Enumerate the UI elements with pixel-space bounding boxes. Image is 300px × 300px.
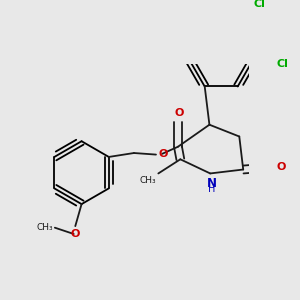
Text: O: O [158,149,168,159]
Text: O: O [70,229,80,239]
Text: O: O [276,162,286,172]
Text: N: N [207,177,217,190]
Text: H: H [208,184,215,194]
Text: CH₃: CH₃ [139,176,156,185]
Text: CH₃: CH₃ [37,223,53,232]
Text: Cl: Cl [254,0,265,9]
Text: O: O [174,108,184,118]
Text: Cl: Cl [276,59,288,69]
